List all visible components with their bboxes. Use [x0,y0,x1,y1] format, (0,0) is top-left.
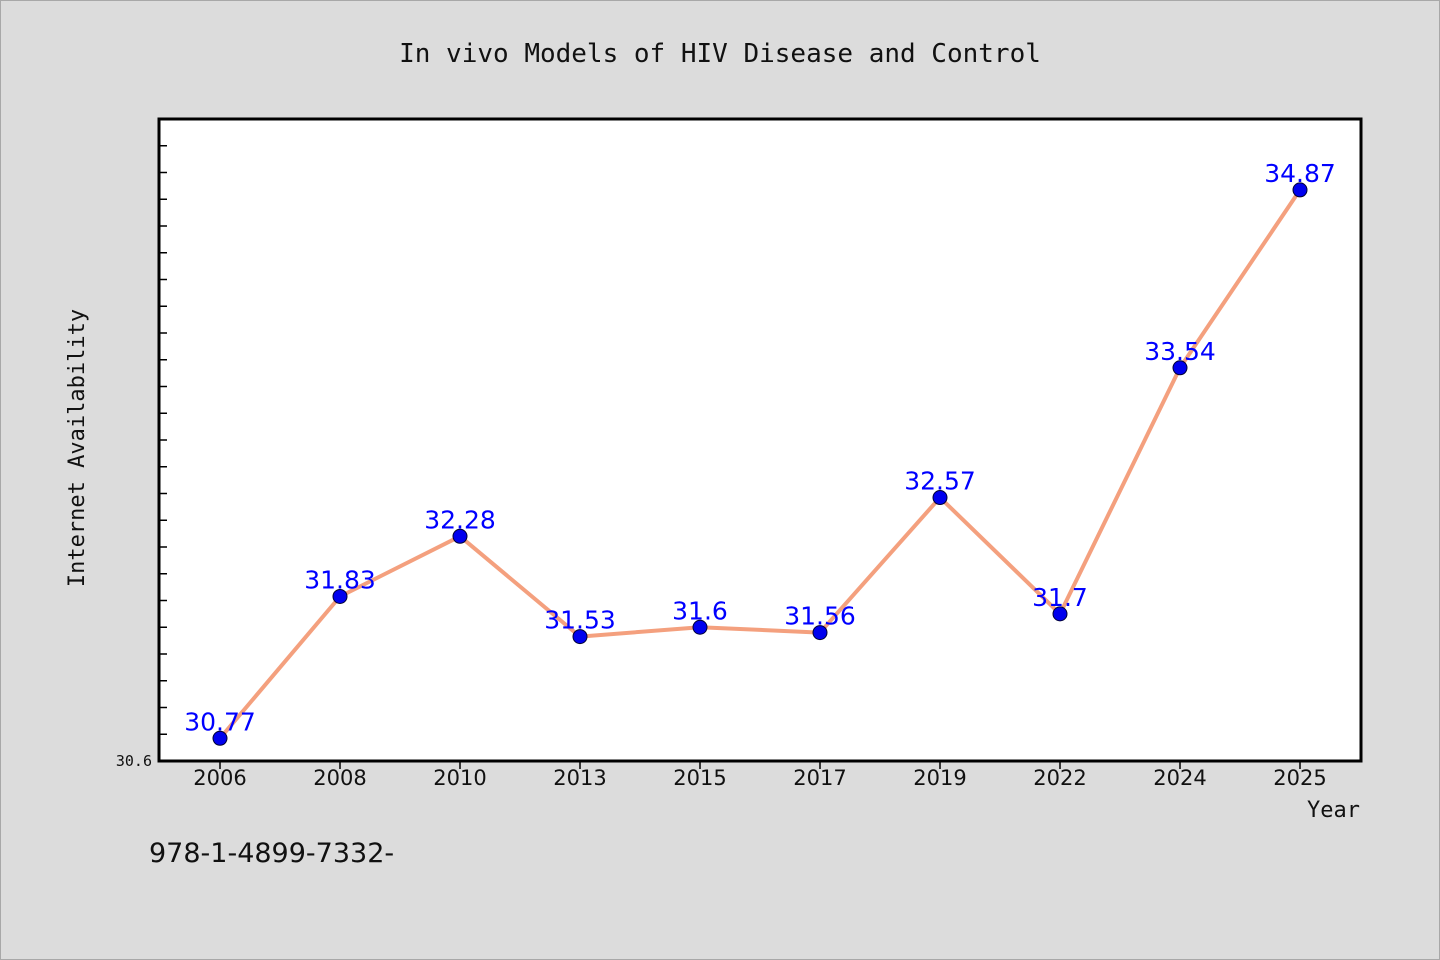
data-label: 31.53 [544,606,616,635]
data-label: 31.7 [1032,583,1088,612]
data-point [572,629,588,645]
data-point [452,528,468,544]
data-label: 33.54 [1144,337,1216,366]
x-tick-label: 2010 [433,766,486,790]
x-tick-label: 2008 [313,766,366,790]
y-tick-label: 30.6 [116,752,152,770]
x-tick-label: 2025 [1273,766,1326,790]
x-tick-label: 2019 [913,766,966,790]
data-label: 34.87 [1264,159,1336,188]
data-point [1172,360,1188,376]
data-label: 32.57 [904,467,976,496]
x-tick-label: 2013 [553,766,606,790]
x-tick-label: 2017 [793,766,846,790]
data-point [212,730,228,746]
x-tick-label: 2024 [1153,766,1206,790]
data-label: 32.28 [424,505,496,534]
data-points [212,182,1308,746]
data-point [932,490,948,506]
data-label: 30.77 [184,707,256,736]
x-axis-ticks: 2006 2008 2010 2013 2015 2017 2019 2022 2024 2025 [193,761,1327,790]
x-tick-label: 2015 [673,766,726,790]
data-label: 31.6 [672,596,728,625]
data-point [812,625,828,641]
data-label: 31.56 [784,602,856,631]
plot-area [157,117,1363,763]
data-label: 31.83 [304,565,376,594]
data-point [1292,182,1308,198]
chart-title: In vivo Models of HIV Disease and Contro… [399,39,1041,69]
footer-code: 978-1-4899-7332- [149,838,394,869]
x-tick-label: 2022 [1033,766,1086,790]
data-point [332,588,348,604]
series-path [218,187,1302,741]
x-axis-title: Year [1307,798,1360,823]
series-line [218,187,1302,741]
data-point [692,619,708,635]
y-axis-ticks [159,145,167,735]
data-point [1052,606,1068,622]
x-tick-label: 2006 [193,766,246,790]
y-axis-title: Internet Availability [65,309,90,587]
data-labels: 30.77 31.83 32.28 31.53 31.6 31.56 32.57 31.7 33… [184,159,1336,736]
